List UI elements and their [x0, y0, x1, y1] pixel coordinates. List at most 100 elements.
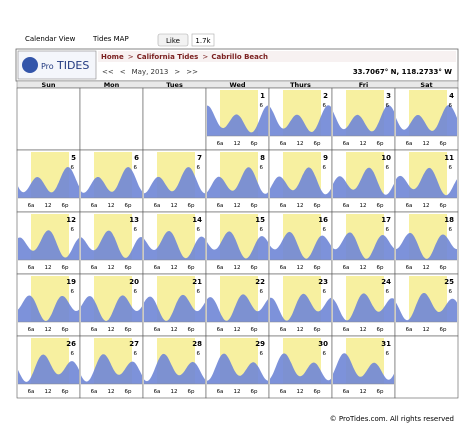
day-number[interactable]: 30	[318, 340, 328, 348]
day-number[interactable]: 8	[260, 154, 265, 162]
axis-label: 6p	[314, 141, 321, 147]
axis-label: 12	[234, 265, 241, 271]
hour-mark: 6	[134, 351, 138, 357]
tide-curve	[396, 167, 457, 198]
weekday-label: Wed	[230, 81, 246, 89]
tide-curve	[207, 105, 268, 136]
day-number[interactable]: 24	[381, 278, 391, 286]
axis-label: 6a	[280, 389, 287, 395]
logo-icon	[22, 57, 38, 73]
tide-curve	[81, 167, 142, 198]
day-number[interactable]: 7	[197, 154, 202, 162]
tide-curve	[207, 353, 268, 384]
breadcrumb-link[interactable]: Cabrillo Beach	[211, 53, 268, 61]
tide-curve	[270, 231, 331, 260]
axis-label: 6a	[154, 203, 161, 209]
axis-label: 12	[423, 327, 430, 333]
day-number[interactable]: 17	[381, 216, 391, 224]
day-number[interactable]: 27	[129, 340, 139, 348]
breadcrumb-link[interactable]: Home	[101, 53, 124, 61]
month-nav: << < May, 2013 > >>	[102, 68, 198, 76]
axis-label: 12	[423, 141, 430, 147]
day-number[interactable]: 6	[134, 154, 139, 162]
axis-label: 12	[171, 327, 178, 333]
tide-curve	[270, 353, 331, 384]
day-cell	[394, 335, 459, 399]
logo-main: TIDES	[56, 59, 89, 72]
day-number[interactable]: 12	[66, 216, 76, 224]
day-number[interactable]: 26	[66, 340, 76, 348]
axis-label: 12	[234, 203, 241, 209]
like-label[interactable]: Like	[166, 37, 180, 45]
like-button[interactable]	[157, 33, 189, 47]
hour-mark: 6	[386, 289, 390, 295]
axis-label: 12	[171, 389, 178, 395]
day-number[interactable]: 22	[255, 278, 265, 286]
hour-mark: 6	[71, 165, 75, 171]
day-number[interactable]: 20	[129, 278, 139, 286]
weekday-label: Sun	[42, 81, 56, 89]
day-number[interactable]: 31	[381, 340, 391, 348]
tide-curve	[144, 294, 205, 322]
axis-label: 6a	[217, 265, 224, 271]
tide-curve	[207, 231, 268, 260]
day-cell	[142, 87, 207, 151]
day-cell	[16, 87, 81, 151]
day-number[interactable]: 18	[444, 216, 454, 224]
day-number[interactable]: 21	[192, 278, 202, 286]
day-number[interactable]: 3	[386, 92, 391, 100]
axis-label: 12	[108, 327, 115, 333]
nav-arrow[interactable]: >	[174, 68, 180, 76]
tides-map-link[interactable]: Tides MAP	[92, 35, 129, 43]
axis-label: 6p	[125, 327, 132, 333]
nav-arrow[interactable]: >>	[186, 68, 198, 76]
hour-mark: 6	[71, 227, 75, 233]
nav-arrow[interactable]: <<	[102, 68, 114, 76]
day-number[interactable]: 11	[444, 154, 454, 162]
hour-mark: 6	[134, 289, 138, 295]
day-number[interactable]: 16	[318, 216, 328, 224]
day-number[interactable]: 5	[71, 154, 76, 162]
axis-label: 6p	[188, 203, 195, 209]
like-count-box	[191, 33, 215, 47]
day-number[interactable]: 14	[192, 216, 202, 224]
day-number[interactable]: 13	[129, 216, 139, 224]
axis-label: 12	[45, 265, 52, 271]
axis-label: 6a	[343, 389, 350, 395]
day-number[interactable]: 19	[66, 278, 76, 286]
day-number[interactable]: 2	[323, 92, 328, 100]
axis-label: 6a	[280, 265, 287, 271]
day-number[interactable]: 4	[449, 92, 454, 100]
hour-mark: 6	[449, 165, 453, 171]
day-number[interactable]: 10	[381, 154, 391, 162]
hour-mark: 6	[449, 103, 453, 109]
axis-label: 12	[297, 389, 304, 395]
day-number[interactable]: 23	[318, 278, 328, 286]
axis-label: 6a	[343, 265, 350, 271]
axis-label: 6a	[343, 203, 350, 209]
day-number[interactable]: 25	[444, 278, 454, 286]
tide-curve	[144, 231, 205, 260]
axis-label: 6a	[406, 265, 413, 271]
axis-label: 6p	[377, 203, 384, 209]
day-number[interactable]: 1	[260, 92, 265, 100]
breadcrumb-bar	[98, 51, 456, 62]
tide-curve	[396, 293, 457, 322]
axis-label: 6p	[377, 141, 384, 147]
day-number[interactable]: 28	[192, 340, 202, 348]
axis-label: 6p	[251, 141, 258, 147]
breadcrumb-link[interactable]: California Tides	[137, 53, 199, 61]
weekday-label: Fri	[359, 81, 368, 89]
nav-arrow[interactable]: <	[120, 68, 126, 76]
calendar-view-link[interactable]: Calendar View	[25, 35, 76, 43]
axis-label: 6p	[314, 389, 321, 395]
axis-label: 6p	[62, 203, 69, 209]
axis-label: 6a	[91, 203, 98, 209]
axis-label: 12	[234, 389, 241, 395]
day-number[interactable]: 15	[255, 216, 265, 224]
day-number[interactable]: 9	[323, 154, 328, 162]
day-number[interactable]: 29	[255, 340, 265, 348]
axis-label: 6a	[28, 203, 35, 209]
hour-mark: 6	[386, 351, 390, 357]
hour-mark: 6	[197, 227, 201, 233]
